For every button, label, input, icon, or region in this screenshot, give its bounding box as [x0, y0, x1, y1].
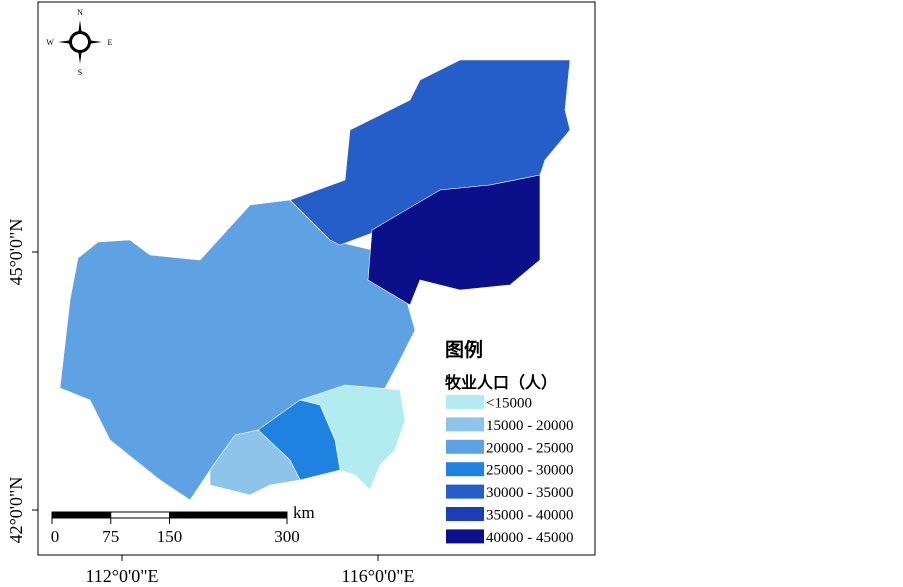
legend-swatch: [446, 439, 484, 454]
legend-label: <15000: [486, 396, 532, 412]
region: [289, 59, 571, 246]
legend-swatch: [446, 417, 484, 432]
map-frame: [37, 1, 596, 556]
compass-label: E: [108, 38, 113, 47]
compass-label: N: [77, 8, 83, 17]
scale-label: 300: [274, 527, 300, 546]
scale-segment: [110, 511, 170, 519]
legend-swatch: [446, 395, 484, 409]
legend-subtitle: 牧业人口（人）: [445, 373, 557, 392]
lon-label: 112°0'0"E: [85, 566, 158, 586]
legend-label: 40000 - 45000: [486, 530, 574, 546]
legend-label: 35000 - 40000: [486, 508, 574, 524]
legend-label: 25000 - 30000: [486, 463, 574, 479]
legend-label: 20000 - 25000: [486, 440, 574, 456]
legend-title: 图例: [445, 338, 483, 361]
scale-label: 75: [102, 527, 119, 546]
lon-label: 116°0'0"E: [341, 566, 414, 586]
scale-segment: [51, 511, 112, 519]
legend-swatch: [446, 462, 484, 477]
region: [367, 174, 541, 306]
scale-label: 0: [51, 527, 60, 546]
compass-label: W: [46, 38, 54, 47]
legend-swatch: [446, 529, 484, 544]
region: [209, 429, 301, 496]
legend-label: 30000 - 35000: [486, 485, 574, 501]
lat-label: 42°0'0"N: [6, 477, 26, 544]
compass-label: S: [78, 68, 82, 77]
legend-swatch: [446, 484, 484, 499]
scale-unit: km: [293, 503, 315, 522]
compass: N S E W: [46, 8, 112, 77]
scale-segment: [169, 511, 288, 519]
legend-label: 15000 - 20000: [486, 418, 574, 434]
lat-label: 45°0'0"N: [6, 219, 26, 286]
scale-label: 150: [157, 527, 183, 546]
legend-swatch: [446, 507, 484, 521]
